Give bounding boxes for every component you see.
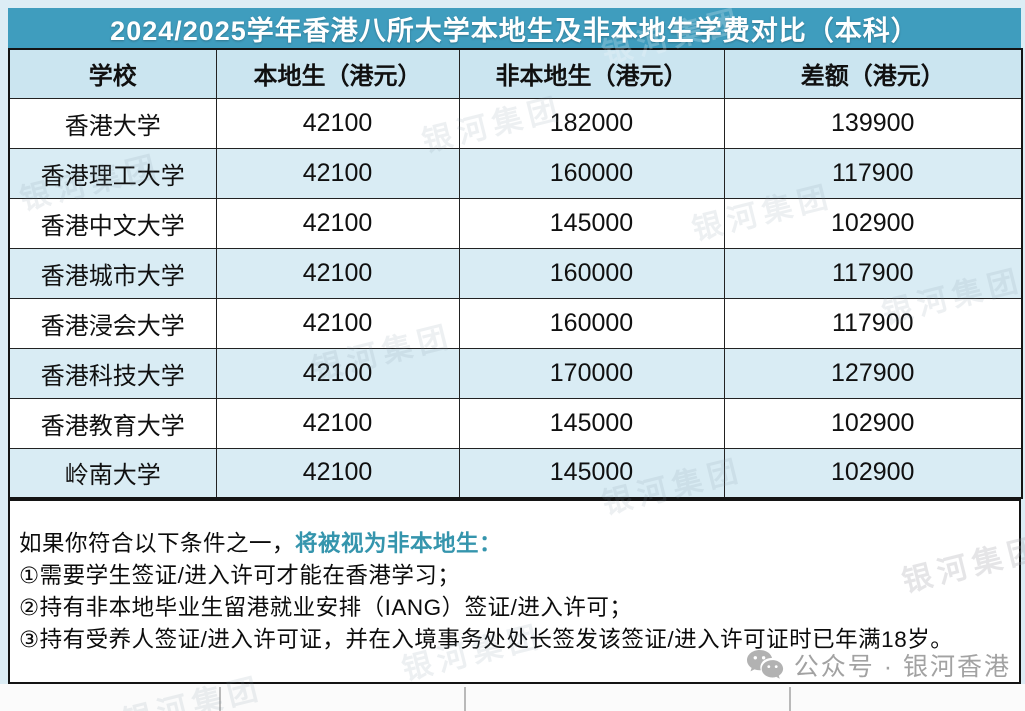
cell-nonlocal: 145000 — [458, 447, 725, 499]
header-nonlocal: 非本地生（港元） — [458, 48, 725, 99]
table-row: 岭南大学 42100 145000 102900 — [8, 447, 1023, 499]
table-row: 香港理工大学 42100 160000 117900 — [8, 147, 1023, 199]
cell-local: 42100 — [215, 347, 460, 399]
cell-diff: 102900 — [723, 447, 1023, 499]
notes-box: 如果你符合以下条件之一，将被视为非本地生： ①需要学生签证/进入许可才能在香港学… — [8, 499, 1021, 684]
header-school: 学校 — [8, 48, 217, 99]
cell-local: 42100 — [215, 297, 460, 349]
cell-local: 42100 — [215, 197, 460, 249]
table-row: 香港城市大学 42100 160000 117900 — [8, 247, 1023, 299]
table-row: 香港中文大学 42100 145000 102900 — [8, 197, 1023, 249]
cell-school: 香港大学 — [8, 97, 217, 149]
cell-nonlocal: 170000 — [458, 347, 725, 399]
cell-diff: 117900 — [723, 147, 1023, 199]
column-divider — [464, 687, 466, 711]
cell-local: 42100 — [215, 97, 460, 149]
cell-school: 香港浸会大学 — [8, 297, 217, 349]
table-row: 香港教育大学 42100 145000 102900 — [8, 397, 1023, 449]
notes-intro-highlight: 将被视为非本地生： — [295, 531, 503, 556]
cell-nonlocal: 182000 — [458, 97, 725, 149]
cell-diff: 139900 — [723, 97, 1023, 149]
note-item-1: ①需要学生签证/进入许可才能在香港学习； — [19, 563, 461, 588]
wechat-icon — [746, 649, 786, 681]
cell-local: 42100 — [215, 147, 460, 199]
cell-school: 香港科技大学 — [8, 347, 217, 399]
cell-nonlocal: 160000 — [458, 147, 725, 199]
cell-diff: 102900 — [723, 197, 1023, 249]
cell-nonlocal: 145000 — [458, 397, 725, 449]
cell-local: 42100 — [215, 247, 460, 299]
bottom-partial-row — [0, 684, 1025, 711]
cell-local: 42100 — [215, 397, 460, 449]
cell-diff: 102900 — [723, 397, 1023, 449]
column-divider — [219, 687, 221, 711]
cell-school: 岭南大学 — [8, 447, 217, 499]
cell-school: 香港理工大学 — [8, 147, 217, 199]
header-local: 本地生（港元） — [215, 48, 460, 99]
header-diff: 差额（港元） — [723, 48, 1023, 99]
cell-nonlocal: 160000 — [458, 247, 725, 299]
cell-diff: 117900 — [723, 247, 1023, 299]
page-title: 2024/2025学年香港八所大学本地生及非本地生学费对比（本科） — [8, 8, 1021, 48]
note-item-2: ②持有非本地毕业生留港就业安排（IANG）签证/进入许可； — [19, 595, 633, 620]
table-row: 香港科技大学 42100 170000 127900 — [8, 347, 1023, 399]
cell-nonlocal: 145000 — [458, 197, 725, 249]
wechat-badge: 公众号 · 银河香港 — [746, 647, 1011, 683]
wechat-badge-label: 公众号 · 银河香港 — [793, 653, 1011, 681]
table-row: 香港浸会大学 42100 160000 117900 — [8, 297, 1023, 349]
fee-table: 学校 本地生（港元） 非本地生（港元） 差额（港元） 香港大学 42100 18… — [8, 48, 1023, 499]
cell-diff: 117900 — [723, 297, 1023, 349]
cell-local: 42100 — [215, 447, 460, 499]
cell-school: 香港城市大学 — [8, 247, 217, 299]
notes-intro: 如果你符合以下条件之一，将被视为非本地生： — [19, 528, 1009, 560]
note-item-3: ③持有受养人签证/进入许可证，并在入境事务处处长签发该签证/进入许可证时已年满1… — [19, 627, 954, 652]
cell-diff: 127900 — [723, 347, 1023, 399]
table-row: 香港大学 42100 182000 139900 — [8, 97, 1023, 149]
column-divider — [789, 687, 791, 711]
table-header-row: 学校 本地生（港元） 非本地生（港元） 差额（港元） — [8, 48, 1023, 99]
cell-nonlocal: 160000 — [458, 297, 725, 349]
cell-school: 香港中文大学 — [8, 197, 217, 249]
notes-intro-plain: 如果你符合以下条件之一， — [19, 531, 296, 556]
cell-school: 香港教育大学 — [8, 397, 217, 449]
